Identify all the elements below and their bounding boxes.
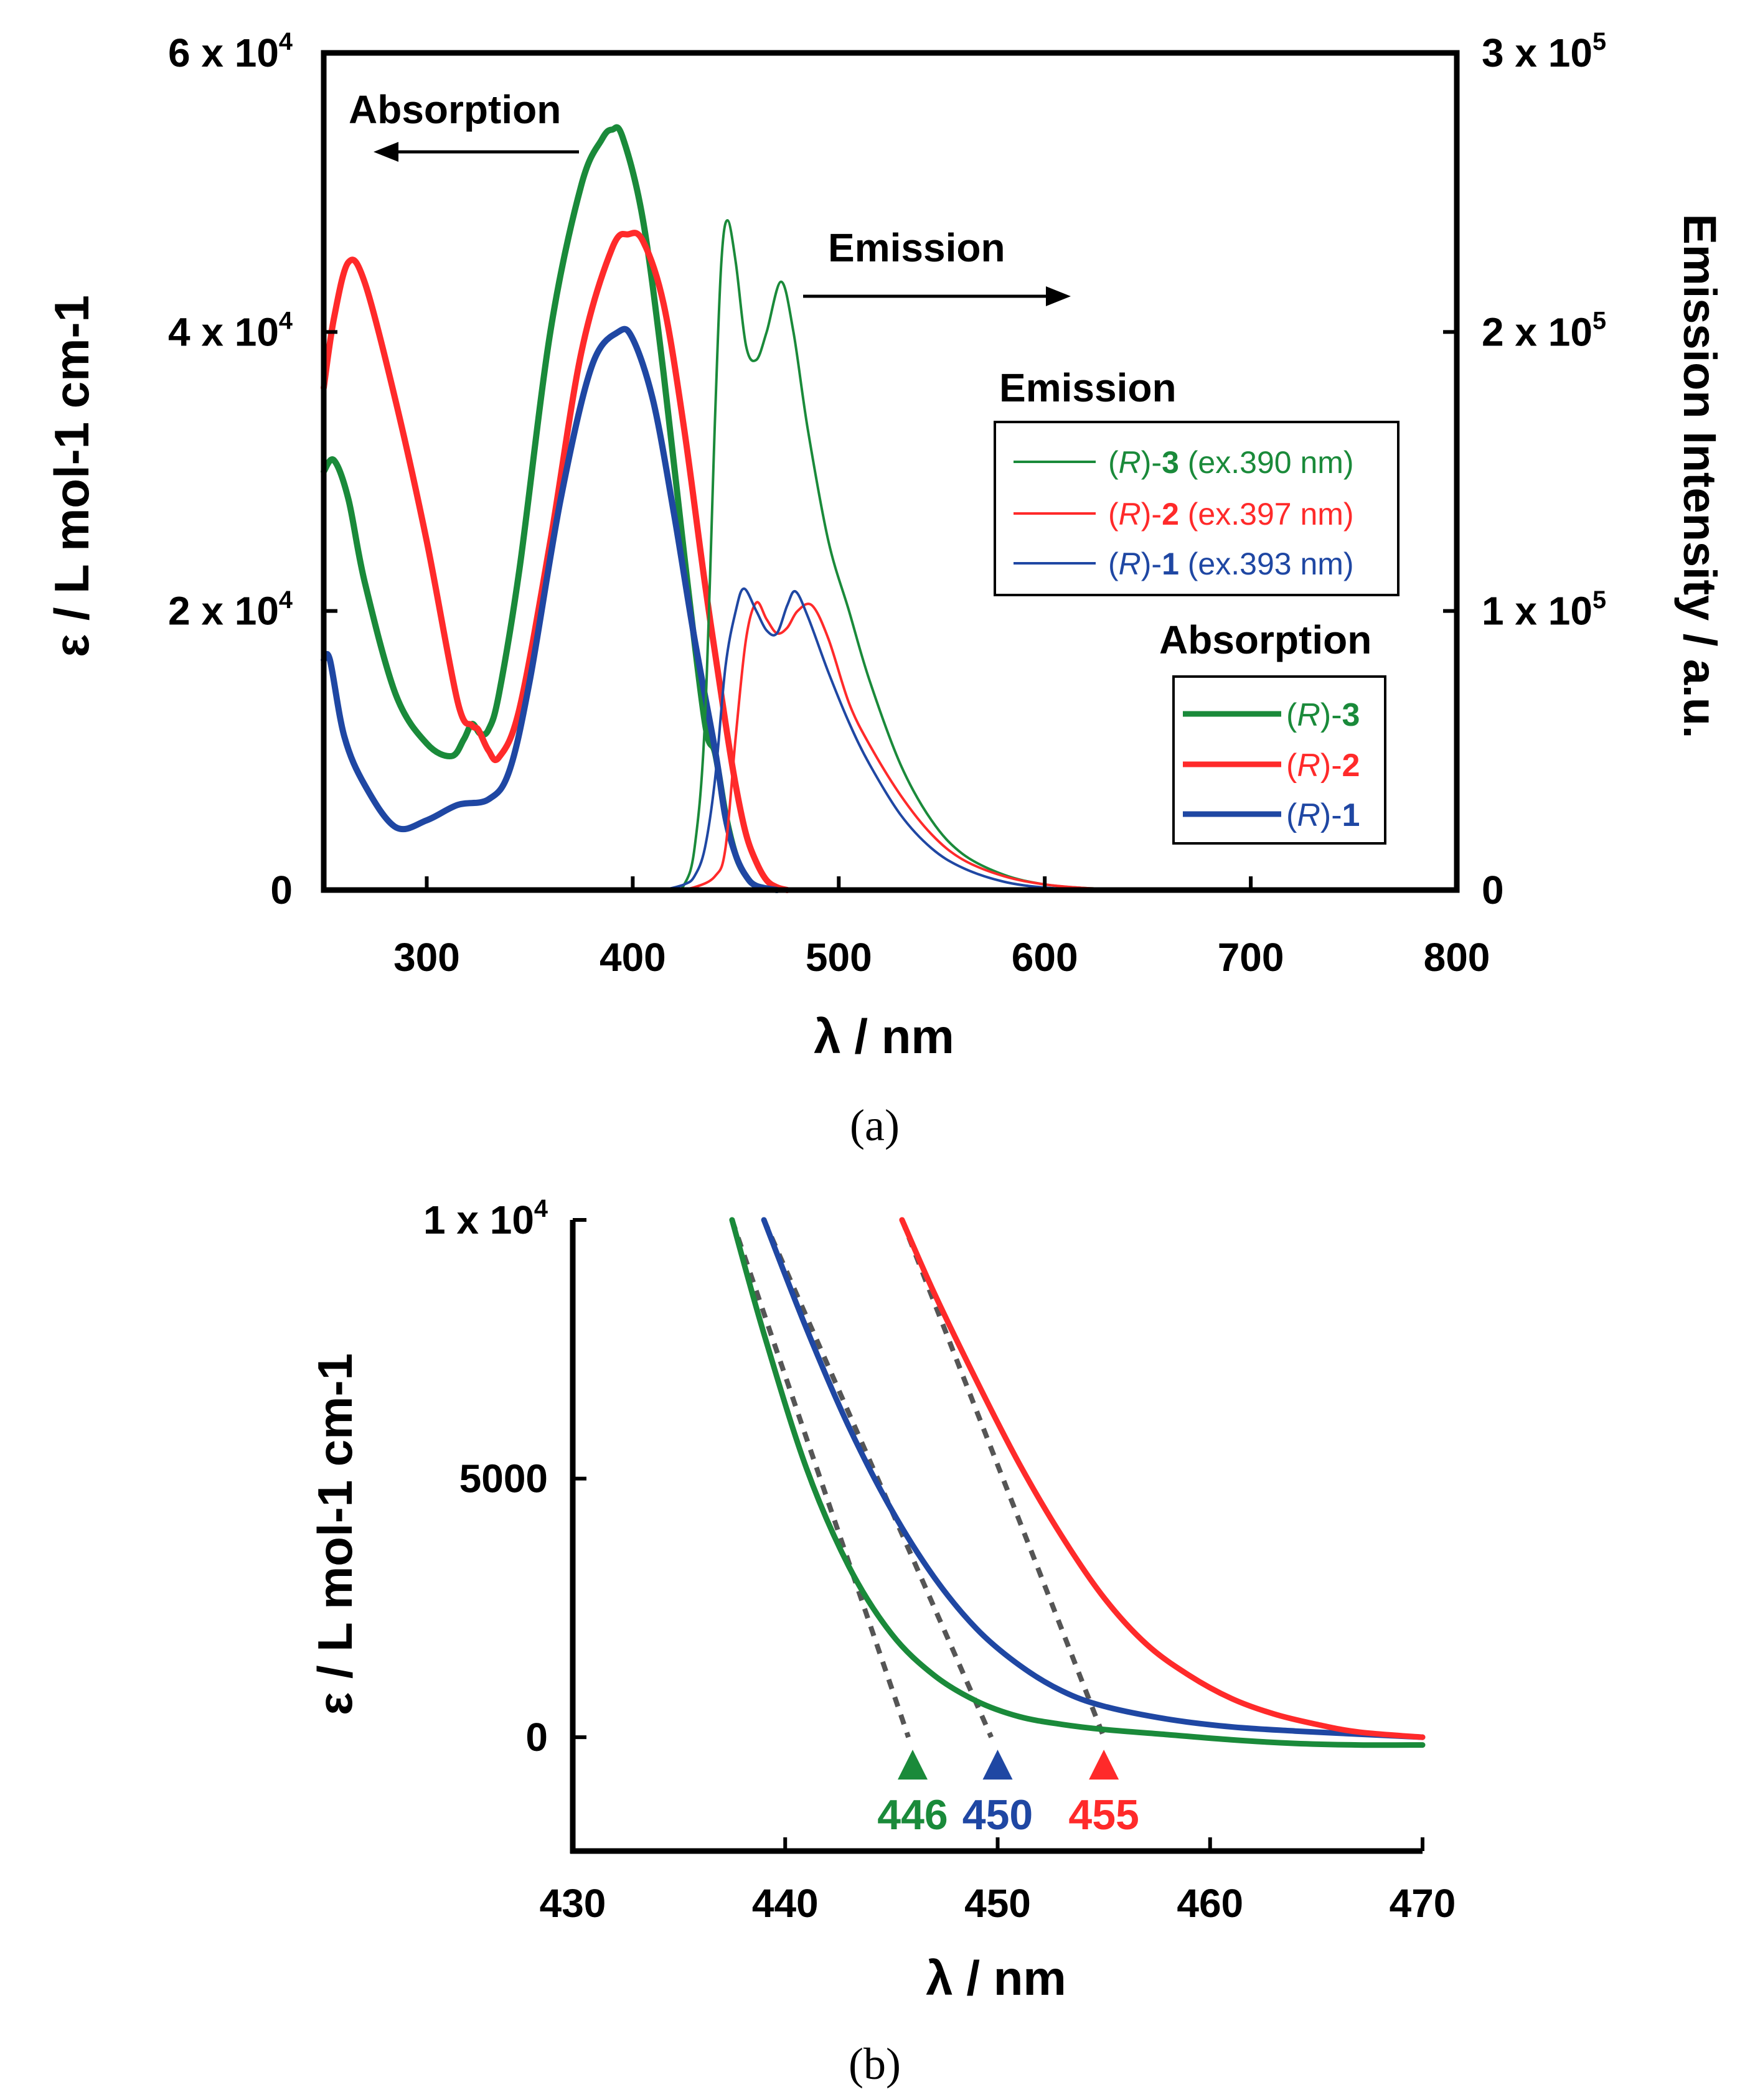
y-tick-label: 0 <box>525 1715 548 1760</box>
panel-a-plot-frame <box>321 50 1460 893</box>
emission-arrow-label: Emission <box>828 225 1005 270</box>
right-y-tick-label: 3 x 105 <box>1482 28 1606 75</box>
panel-a-x-axis-label: λ / nm <box>814 1009 954 1064</box>
emission-line <box>674 601 1169 891</box>
absorption-legend-entry: (R)-3 <box>1183 697 1360 733</box>
panel-a: 300 400 500 600 700 800 0 2 x 104 4 x 104 6 x 10… <box>44 28 1726 1150</box>
right-y-tick-label: 0 <box>1482 868 1504 912</box>
panel-b-y-axis-label: ε / L mol-1 cm-1 <box>308 1353 362 1715</box>
tangent-line <box>730 1219 911 1738</box>
svg-text:(R)-3: (R)-3 <box>1286 697 1360 733</box>
absorption-legend-entry: (R)-2 <box>1183 748 1360 784</box>
onset-marker-triangle <box>898 1750 928 1780</box>
absorption-line <box>321 230 791 893</box>
x-tick-label: 470 <box>1390 1881 1456 1926</box>
onset-marker-triangle <box>1089 1750 1119 1780</box>
onset-marker-triangle <box>982 1750 1013 1780</box>
panel-a-left-y-axis-ticks: 0 2 x 104 4 x 104 6 x 104 <box>168 28 337 912</box>
svg-text:(R)-1: (R)-1 <box>1286 797 1360 833</box>
y-tick-label: 1 x 104 <box>423 1195 548 1242</box>
absorption-edge-line <box>899 1217 1426 1740</box>
panel-b-x-axis-ticks: 430 440 450 460 470 <box>540 1837 1456 1926</box>
absorption-series-lines <box>321 124 791 893</box>
svg-text:(R)-1 (ex.393 nm): (R)-1 (ex.393 nm) <box>1108 546 1354 581</box>
x-tick-label: 440 <box>752 1881 819 1926</box>
panel-b-series-lines <box>729 1217 1426 1748</box>
onset-value-label: 446 <box>877 1791 948 1839</box>
emission-legend-box <box>994 421 1400 596</box>
y-tick-label: 4 x 104 <box>168 307 293 354</box>
right-y-tick-label: 1 x 105 <box>1482 586 1606 634</box>
panel-a-right-y-axis-ticks: 0 1 x 105 2 x 105 3 x 105 <box>1443 28 1606 912</box>
emission-legend-title: Emission <box>999 365 1177 410</box>
y-tick-label: 5000 <box>459 1456 548 1501</box>
onset-value-label: 455 <box>1068 1791 1139 1839</box>
panel-b-onset-markers: 446 450 455 <box>877 1750 1139 1839</box>
emission-line <box>653 219 1169 892</box>
absorption-legend-entry: (R)-1 <box>1183 797 1360 833</box>
x-tick-label: 800 <box>1424 935 1490 980</box>
y-tick-label: 2 x 104 <box>168 586 293 634</box>
emission-legend-entry: (R)-1 (ex.393 nm) <box>1014 546 1354 581</box>
svg-text:(R)-2 (ex.397 nm): (R)-2 (ex.397 nm) <box>1108 497 1354 532</box>
x-tick-label: 450 <box>964 1881 1031 1926</box>
emission-line <box>663 587 1127 891</box>
x-tick-label: 600 <box>1012 935 1078 980</box>
panel-a-label: (a) <box>850 1100 900 1150</box>
x-tick-label: 500 <box>806 935 872 980</box>
panel-b: 446 450 455 430 440 450 460 470 0 5000 1 x 104 λ… <box>308 1195 1456 2089</box>
y-tick-label: 0 <box>270 868 293 912</box>
emission-arrow <box>803 286 1071 306</box>
x-tick-label: 700 <box>1218 935 1284 980</box>
y-tick-label: 6 x 104 <box>168 28 293 75</box>
right-y-tick-label: 2 x 105 <box>1482 307 1606 354</box>
emission-series-lines <box>653 219 1169 892</box>
emission-legend-entry: (R)-2 (ex.397 nm) <box>1014 497 1354 532</box>
svg-text:(R)-2: (R)-2 <box>1286 748 1360 784</box>
x-tick-label: 400 <box>600 935 666 980</box>
onset-value-label: 450 <box>962 1791 1033 1839</box>
absorption-edge-line <box>761 1217 1426 1740</box>
x-tick-label: 460 <box>1177 1881 1243 1926</box>
panel-a-left-y-axis-label: ε / L mol-1 cm-1 <box>44 295 99 657</box>
panel-a-x-axis-ticks: 300 400 500 600 700 800 <box>393 876 1490 980</box>
absorption-line <box>321 326 780 893</box>
absorption-edge-line <box>729 1217 1426 1748</box>
panel-b-y-axis-ticks: 0 5000 1 x 104 <box>423 1195 586 1760</box>
panel-b-x-axis-label: λ / nm <box>926 1951 1066 2005</box>
x-tick-label: 430 <box>540 1881 606 1926</box>
absorption-legend-title: Absorption <box>1159 617 1371 662</box>
svg-text:(R)-3 (ex.390 nm): (R)-3 (ex.390 nm) <box>1108 445 1354 480</box>
absorption-arrow <box>374 142 579 162</box>
absorption-arrow-label: Absorption <box>349 87 561 132</box>
x-tick-label: 300 <box>393 935 460 980</box>
emission-legend-entry: (R)-3 (ex.390 nm) <box>1014 445 1354 480</box>
panel-a-right-y-axis-label: Emission Intensity / a.u. <box>1674 214 1726 739</box>
panel-b-label: (b) <box>849 2039 901 2089</box>
